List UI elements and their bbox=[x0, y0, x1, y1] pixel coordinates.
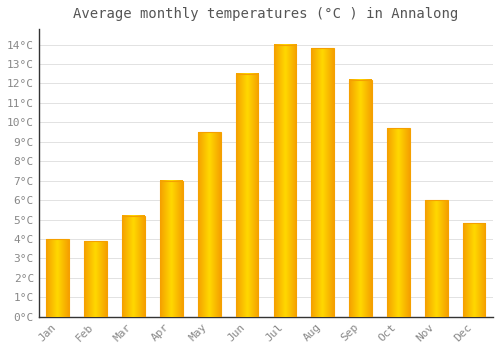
Bar bbox=[274, 44, 296, 317]
Bar bbox=[425, 200, 448, 317]
Bar bbox=[312, 49, 334, 317]
Bar bbox=[160, 181, 182, 317]
Bar bbox=[349, 79, 372, 317]
Bar bbox=[236, 74, 258, 317]
Bar bbox=[122, 216, 145, 317]
Title: Average monthly temperatures (°C ) in Annalong: Average monthly temperatures (°C ) in An… bbox=[74, 7, 458, 21]
Bar bbox=[46, 239, 69, 317]
Bar bbox=[84, 241, 107, 317]
Bar bbox=[198, 132, 220, 317]
Bar bbox=[387, 128, 410, 317]
Bar bbox=[463, 224, 485, 317]
